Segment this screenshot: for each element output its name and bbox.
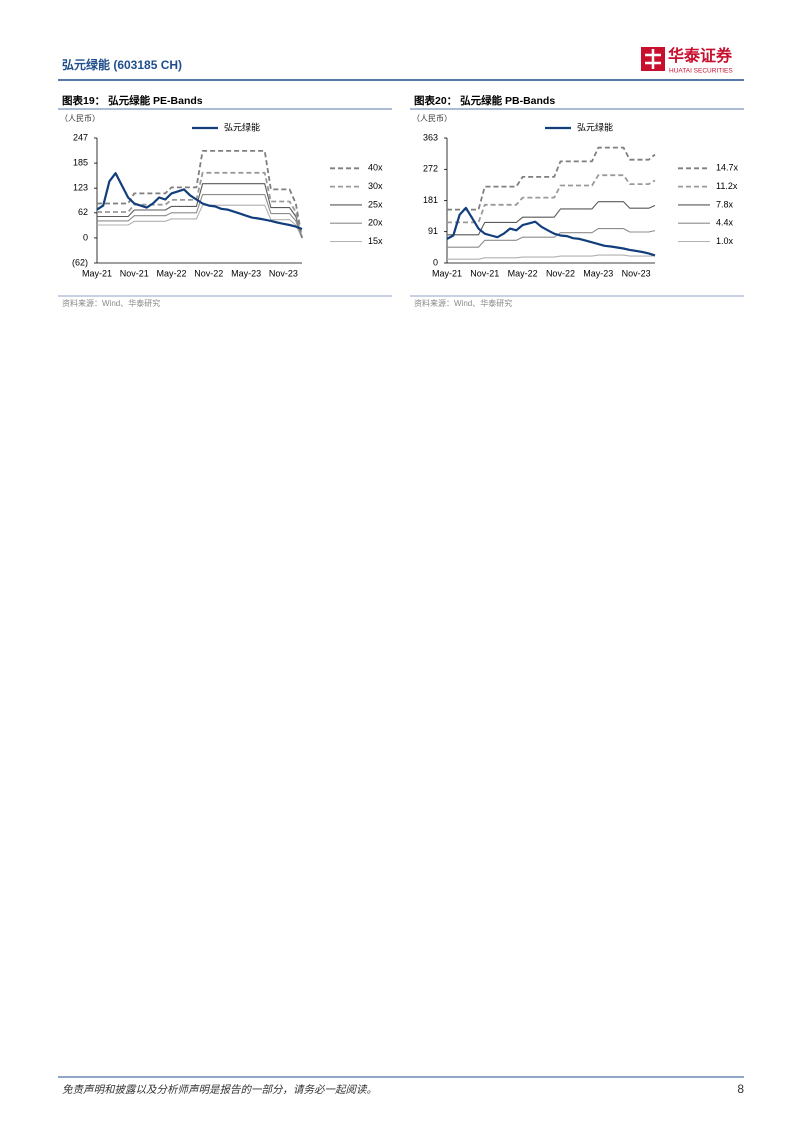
band-line [97,204,303,239]
x-tick-label: May-23 [231,268,261,278]
logo-name: 华泰证券 [668,46,733,65]
band-line [97,171,303,239]
y-tick-label: 272 [423,164,438,174]
legend-label: 20x [368,218,383,228]
x-tick-label: Nov-21 [470,268,499,278]
price-line [96,172,303,231]
y-tick-label: 0 [433,257,438,267]
legend-label: 7.8x [716,199,734,209]
x-tick-label: May-22 [508,268,538,278]
chart-title: 图表19： 弘元绿能 PE-Bands [62,94,203,107]
legend-label: 14.7x [716,163,739,173]
x-tick-label: Nov-21 [120,268,149,278]
legend-label: 弘元绿能 [224,121,260,132]
source: 资料来源：Wind、华泰研究 [62,298,160,308]
band-line [447,228,656,248]
y-tick-label: 247 [73,132,88,142]
x-tick-label: Nov-22 [194,268,223,278]
y-tick-label: 181 [423,195,438,205]
logo [641,47,665,71]
x-tick-label: May-22 [157,268,187,278]
y-tick-label: 123 [73,183,88,193]
y-tick-label: 0 [83,232,88,242]
band-line [97,194,303,239]
x-tick-label: May-23 [583,268,613,278]
unit-label: （人民币） [60,114,100,123]
y-tick-label: 185 [73,157,88,167]
logo-icon-mark [645,49,661,69]
legend-label: 弘元绿能 [577,121,613,132]
header-company: 弘元绿能 (603185 CH) [62,57,182,72]
legend-label: 30x [368,181,383,191]
legend-label: 4.4x [716,218,734,228]
x-tick-label: May-21 [82,268,112,278]
price-line [446,206,656,257]
y-tick-label: 62 [78,207,88,217]
legend-label: 40x [368,163,383,173]
legend-label: 11.2x [716,181,738,191]
y-tick-label: (62) [72,257,88,267]
logo-sub: HUATAI SECURITIES [669,68,733,75]
x-tick-label: Nov-22 [546,268,575,278]
x-tick-label: Nov-23 [622,268,651,278]
band-line [447,254,656,260]
legend-label: 25x [368,199,383,209]
band-line [447,174,656,224]
page-number: 8 [737,1082,744,1096]
source: 资料来源：Wind、华泰研究 [414,298,512,308]
chart-title: 图表20： 弘元绿能 PB-Bands [414,94,555,107]
legend-label: 15x [368,236,383,246]
y-tick-label: 91 [428,226,438,236]
band-line [447,146,656,211]
unit-label: （人民币） [412,114,452,123]
x-tick-label: Nov-23 [269,268,298,278]
y-tick-label: 363 [423,132,438,142]
legend-label: 1.0x [716,236,734,246]
footer-disclaimer: 免责声明和披露以及分析师声明是报告的一部分，请务必一起阅读。 [62,1084,377,1096]
band-line [97,183,303,239]
band-line [97,149,303,239]
x-tick-label: May-21 [432,268,462,278]
band-line [447,201,656,236]
